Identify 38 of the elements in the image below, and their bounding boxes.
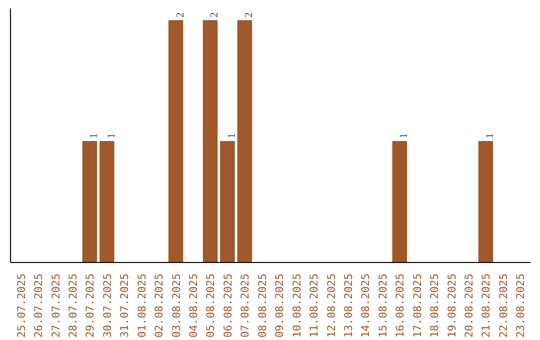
x-tick-label: 25.07.2025: [14, 274, 28, 338]
data-label: 1: [226, 133, 238, 139]
x-tick-label: 27.07.2025: [49, 274, 62, 338]
data-label: 2: [244, 12, 256, 18]
x-tick-label: 04.08.2025: [187, 274, 200, 338]
x-tick-label: 30.07.2025: [100, 274, 114, 338]
data-label: 1: [89, 133, 100, 139]
data-label: 2: [210, 12, 221, 18]
data-label: 1: [106, 133, 118, 139]
x-tick-label: 09.08.2025: [273, 274, 286, 338]
data-label: 1: [485, 133, 496, 139]
x-tick-label: 18.08.2025: [428, 274, 442, 338]
x-tick-label: 10.08.2025: [290, 274, 304, 338]
x-tick-label: 03.08.2025: [170, 274, 183, 338]
x-tick-label: 20.08.2025: [462, 274, 476, 338]
x-tick-label: 13.08.2025: [342, 274, 355, 338]
x-tick-label: 14.08.2025: [359, 274, 372, 338]
x-tick-label: 02.08.2025: [152, 274, 166, 338]
x-tick-label: 05.08.2025: [204, 274, 218, 338]
x-tick-label: 01.08.2025: [135, 274, 148, 338]
x-tick-label: 07.08.2025: [238, 274, 252, 338]
data-label: 1: [399, 133, 410, 139]
x-tick-label: 29.07.2025: [84, 274, 97, 338]
x-tick-label: 17.08.2025: [410, 274, 424, 338]
x-tick-label: 23.08.2025: [514, 274, 528, 338]
x-tick-label: 28.07.2025: [66, 274, 80, 338]
x-tick-label: 31.07.2025: [118, 274, 132, 338]
x-tick-label: 08.08.2025: [256, 274, 269, 338]
x-tick-label: 15.08.2025: [376, 274, 390, 338]
x-tick-label: 22.08.2025: [496, 274, 510, 338]
x-tick-label: 11.08.2025: [308, 274, 321, 338]
x-tick-label: 19.08.2025: [445, 274, 458, 338]
x-tick-label: 26.07.2025: [32, 274, 46, 338]
x-tick-label: 21.08.2025: [480, 274, 493, 338]
data-label: 2: [175, 12, 186, 18]
x-tick-label: 12.08.2025: [324, 274, 338, 338]
x-tick-label: 16.08.2025: [394, 274, 407, 338]
x-tick-label: 06.08.2025: [221, 274, 234, 338]
